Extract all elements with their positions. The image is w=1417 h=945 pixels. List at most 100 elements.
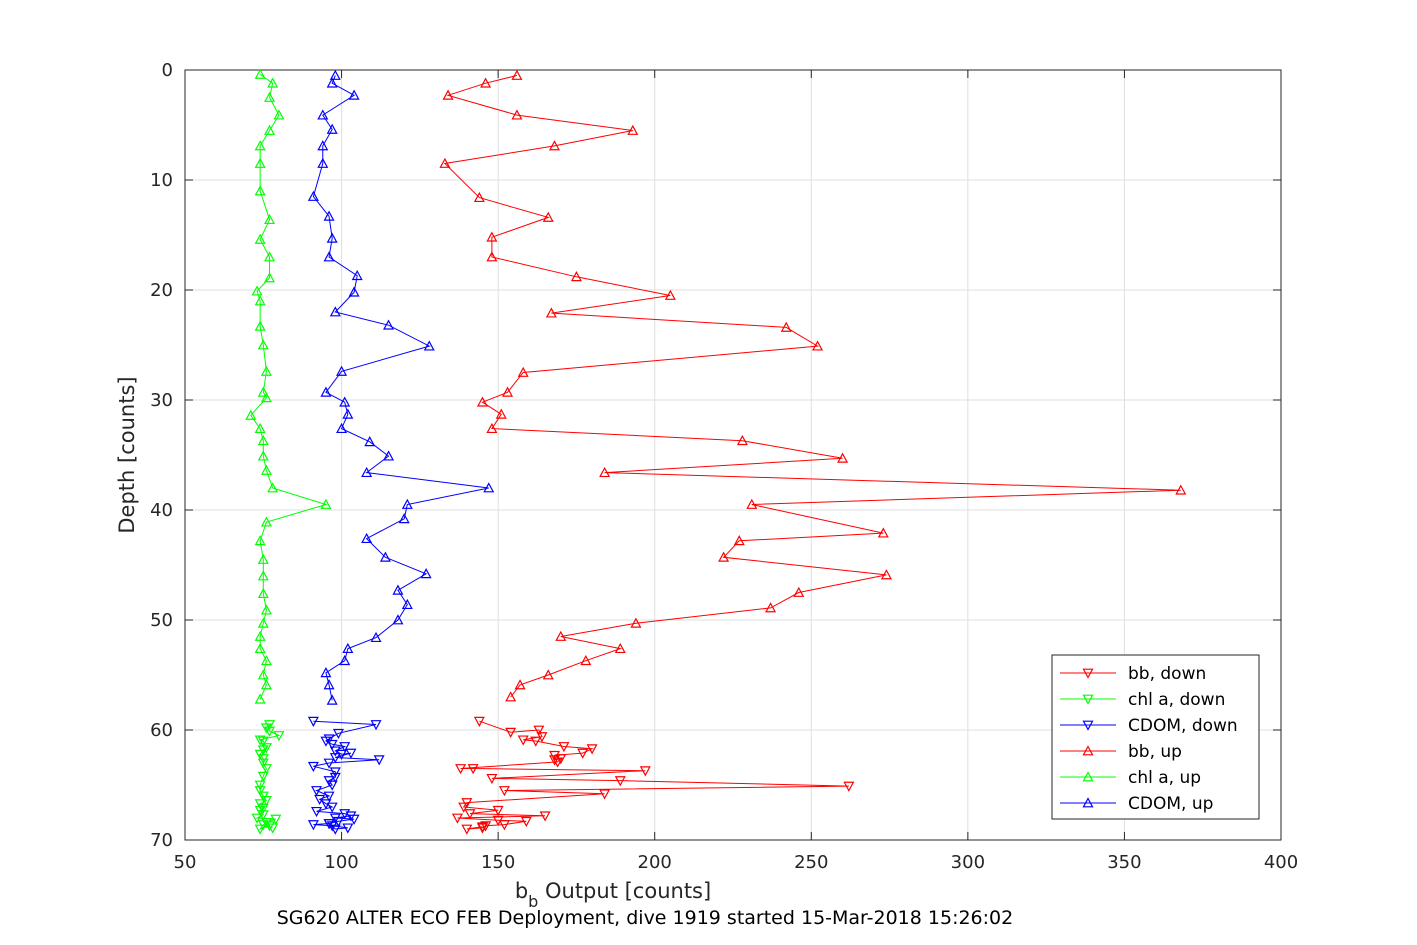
data-point <box>264 213 276 225</box>
legend-marker <box>1082 797 1094 808</box>
series-chl-a-up <box>245 68 332 704</box>
data-point <box>254 693 266 704</box>
data-point <box>329 767 341 778</box>
data-point <box>370 720 382 731</box>
data-point <box>555 630 567 641</box>
data-point <box>486 231 498 242</box>
data-point <box>539 811 551 822</box>
data-point <box>326 232 338 243</box>
data-point <box>336 422 348 434</box>
data-point <box>320 498 332 509</box>
data-point <box>329 306 341 317</box>
data-point <box>542 211 554 222</box>
data-point <box>1175 484 1187 495</box>
y-tick-label: 30 <box>150 390 173 411</box>
x-tick-label: 100 <box>324 852 358 873</box>
data-point <box>257 339 269 350</box>
data-point <box>467 764 479 775</box>
series-chl-a-down <box>251 720 285 835</box>
data-point <box>260 723 272 734</box>
data-point <box>348 286 360 297</box>
data-point <box>345 748 357 759</box>
data-point <box>361 532 373 544</box>
x-tick-label: 200 <box>638 852 672 873</box>
legend-label: CDOM, down <box>1128 716 1238 736</box>
data-point <box>307 190 319 201</box>
data-point <box>307 761 319 773</box>
data-point <box>392 584 404 595</box>
data-point <box>326 739 338 751</box>
x-axis-label-main: b <box>515 879 528 903</box>
series-bb-up <box>439 69 1187 702</box>
data-point <box>257 758 269 769</box>
data-point <box>401 598 413 610</box>
data-point <box>373 755 385 766</box>
data-point <box>332 728 344 740</box>
y-tick-label: 20 <box>150 280 173 301</box>
data-point <box>317 109 329 120</box>
data-point <box>273 731 285 742</box>
data-point <box>549 755 561 766</box>
data-point <box>780 321 792 332</box>
data-point <box>260 392 272 403</box>
data-point <box>254 735 266 746</box>
data-point <box>257 771 269 782</box>
data-point <box>254 185 266 196</box>
legend-box <box>1051 654 1260 820</box>
data-point <box>558 742 570 753</box>
legend-item: chl a, up <box>1060 768 1201 788</box>
legend-marker <box>1082 720 1094 731</box>
legend-item: bb, down <box>1060 664 1206 684</box>
y-tick-label: 60 <box>150 720 173 741</box>
data-point <box>339 654 351 666</box>
data-point <box>361 466 373 478</box>
data-point <box>793 586 805 597</box>
legend-label: chl a, up <box>1128 768 1201 788</box>
data-point <box>342 408 354 419</box>
data-point <box>254 295 266 306</box>
data-point <box>267 482 279 493</box>
data-point <box>514 679 526 690</box>
data-point <box>342 823 354 834</box>
data-point <box>320 386 332 397</box>
data-point <box>599 789 611 800</box>
data-point <box>267 77 279 88</box>
y-tick-label: 70 <box>150 830 173 851</box>
series-line <box>250 73 328 700</box>
data-point <box>379 551 391 562</box>
data-point <box>307 716 319 727</box>
data-point <box>486 422 498 434</box>
data-point <box>718 551 730 562</box>
data-point <box>339 396 351 407</box>
data-point <box>257 587 269 599</box>
legend-label: CDOM, up <box>1128 794 1213 814</box>
data-point <box>254 535 266 546</box>
data-point <box>498 786 510 797</box>
data-point <box>326 123 338 134</box>
data-point <box>260 679 272 690</box>
data-point <box>254 422 266 434</box>
data-point <box>254 780 266 791</box>
data-point <box>843 781 855 792</box>
y-tick-label: 10 <box>150 170 173 191</box>
data-point <box>257 820 269 831</box>
data-point <box>257 570 269 581</box>
data-point <box>260 464 272 475</box>
data-point <box>552 757 564 768</box>
data-point <box>630 617 642 628</box>
data-point <box>580 654 592 666</box>
data-point <box>254 320 266 331</box>
data-point <box>260 743 272 754</box>
data-point <box>455 764 467 775</box>
data-point <box>260 365 272 376</box>
data-point <box>502 386 514 397</box>
data-point <box>480 77 492 88</box>
data-point <box>530 736 542 747</box>
data-point <box>746 498 758 509</box>
data-point <box>323 758 335 769</box>
data-point <box>486 773 498 785</box>
data-point <box>323 734 335 745</box>
data-point <box>736 434 748 446</box>
data-point <box>451 813 463 824</box>
